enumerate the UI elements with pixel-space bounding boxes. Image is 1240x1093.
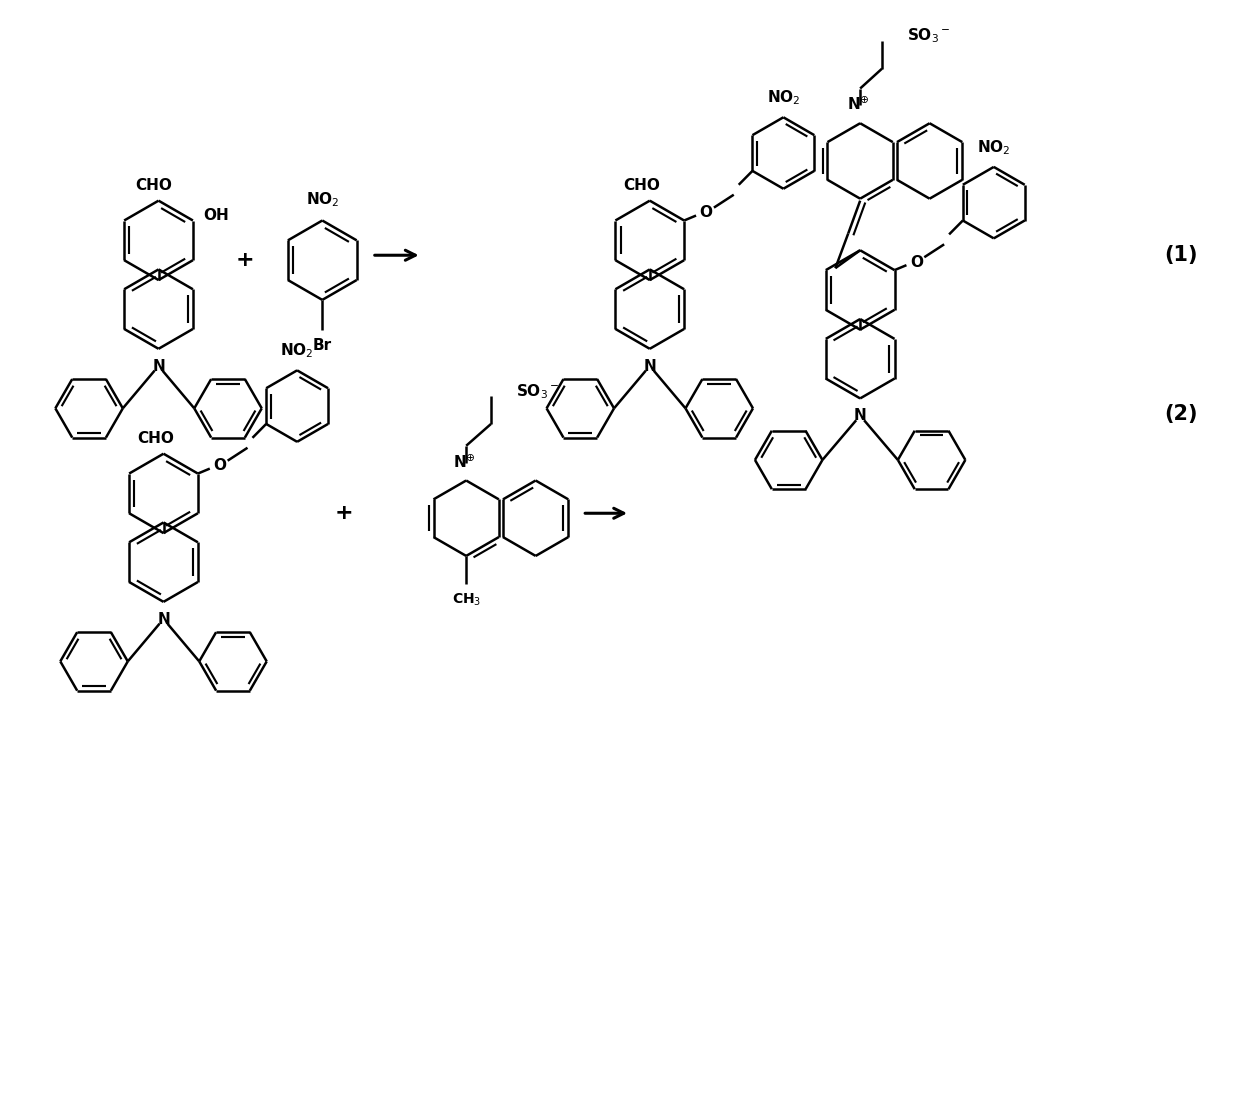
Text: O: O bbox=[699, 205, 713, 220]
Text: Br: Br bbox=[312, 338, 332, 353]
Text: SO$_3$$^-$: SO$_3$$^-$ bbox=[906, 26, 950, 45]
Text: N: N bbox=[153, 359, 165, 374]
Text: NO$_2$: NO$_2$ bbox=[977, 139, 1011, 157]
Text: CH$_3$: CH$_3$ bbox=[451, 591, 481, 608]
Text: N: N bbox=[854, 409, 867, 423]
Text: O: O bbox=[910, 255, 923, 270]
Text: OH: OH bbox=[203, 208, 228, 223]
Text: CHO: CHO bbox=[624, 178, 660, 192]
Text: N: N bbox=[644, 359, 656, 374]
Text: CHO: CHO bbox=[138, 431, 174, 446]
Text: NO$_2$: NO$_2$ bbox=[280, 342, 314, 361]
Text: N$^{\oplus}$: N$^{\oplus}$ bbox=[847, 96, 869, 114]
Text: N$^{\oplus}$: N$^{\oplus}$ bbox=[453, 454, 476, 471]
Text: CHO: CHO bbox=[135, 178, 172, 192]
Text: (1): (1) bbox=[1164, 245, 1198, 266]
Text: O: O bbox=[213, 458, 226, 473]
Text: +: + bbox=[335, 503, 353, 524]
Text: NO$_2$: NO$_2$ bbox=[305, 190, 339, 209]
Text: N: N bbox=[157, 612, 170, 626]
Text: SO$_3$$^-$: SO$_3$$^-$ bbox=[516, 381, 559, 400]
Text: +: + bbox=[236, 250, 254, 270]
Text: (2): (2) bbox=[1164, 404, 1198, 424]
Text: NO$_2$: NO$_2$ bbox=[766, 89, 800, 107]
